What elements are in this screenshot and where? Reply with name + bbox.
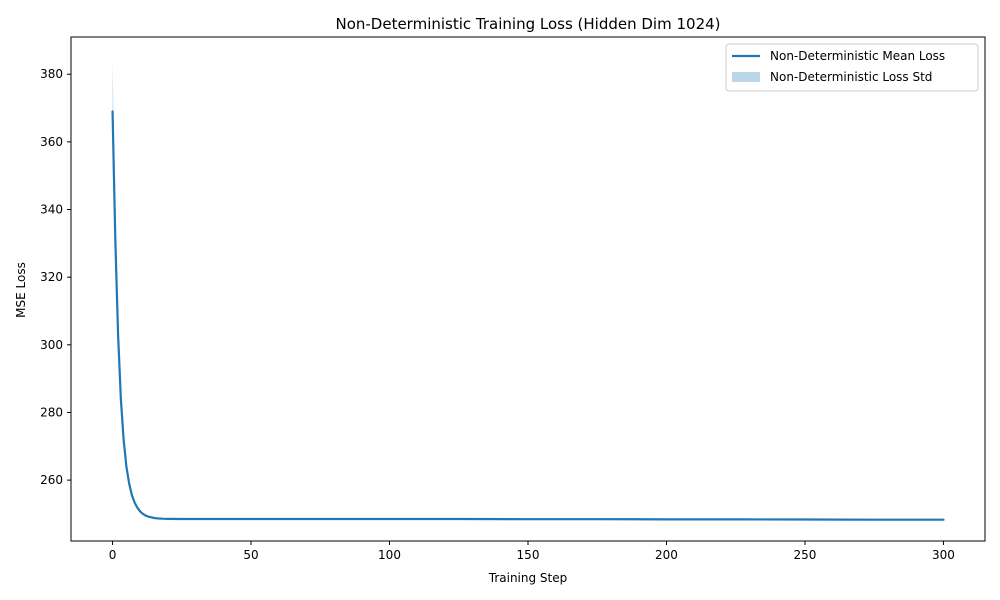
legend-band-swatch — [732, 72, 760, 82]
legend-label-std: Non-Deterministic Loss Std — [770, 70, 932, 84]
legend-box — [725, 43, 979, 92]
axes: 0 50 100 150 200 250 300 260 280 300 320 340 360 380 — [40, 36, 986, 562]
mean-loss-line — [111, 110, 945, 521]
y-tick-label: 360 — [40, 135, 63, 149]
plot-area — [111, 60, 945, 521]
y-axis-title: MSE Loss — [14, 262, 28, 318]
x-tick-label: 50 — [243, 548, 258, 562]
x-tick-label: 300 — [932, 548, 955, 562]
x-axis-title: Training Step — [488, 571, 568, 585]
y-tick-label: 340 — [40, 203, 63, 217]
legend: Non-Deterministic Mean Loss Non-Determini… — [725, 43, 979, 92]
y-tick-label: 320 — [40, 270, 63, 284]
chart-title: Non-Deterministic Training Loss (Hidden … — [335, 15, 720, 33]
x-tick-label: 200 — [655, 548, 678, 562]
legend-label-mean: Non-Deterministic Mean Loss — [770, 49, 945, 63]
y-tick-label: 380 — [40, 67, 63, 81]
x-tick-label: 150 — [517, 548, 540, 562]
x-tick-label: 250 — [794, 548, 817, 562]
y-tick-label: 260 — [40, 473, 63, 487]
y-tick-label: 300 — [40, 338, 63, 352]
x-tick-label: 100 — [378, 548, 401, 562]
series-group — [111, 60, 945, 521]
y-tick-label: 280 — [40, 405, 63, 419]
x-tick-label: 0 — [109, 548, 117, 562]
